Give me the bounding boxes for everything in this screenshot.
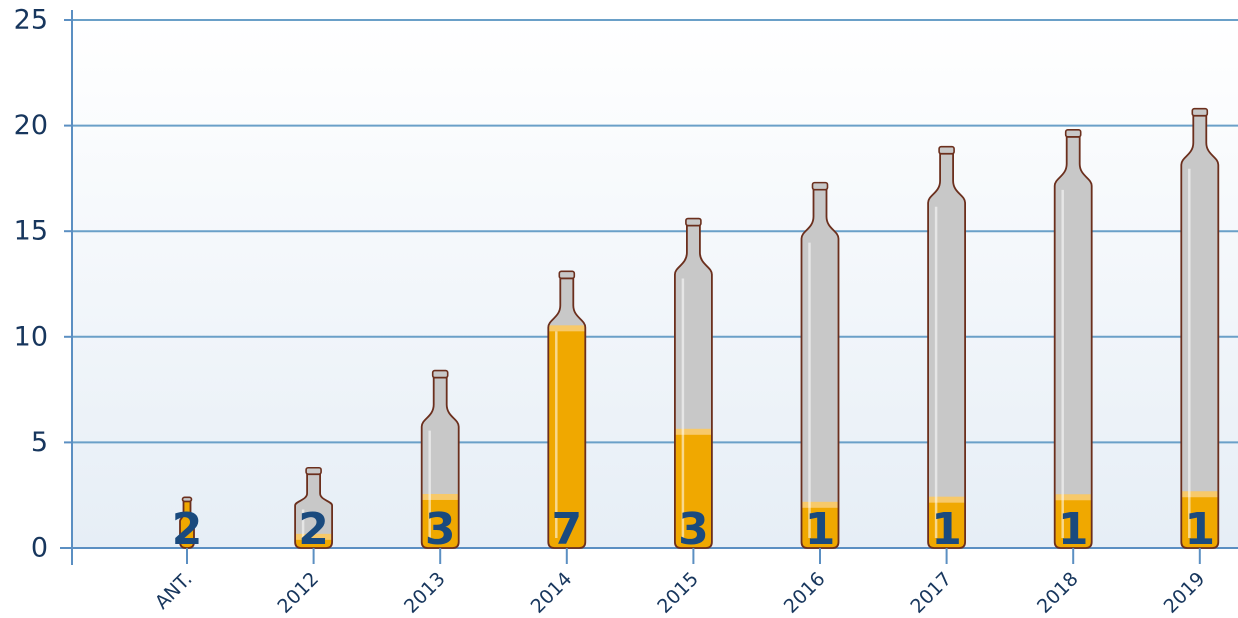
beer-foam [1054, 494, 1092, 501]
beer-fill [801, 503, 839, 548]
beer-fill [421, 495, 459, 548]
bottle-outline [1053, 135, 1093, 549]
y-tick-label: 15 [14, 216, 48, 247]
bottle-cap [811, 181, 829, 191]
beer-fill [1054, 496, 1092, 548]
data-label: 3 [678, 504, 709, 555]
bottle-outline [547, 277, 587, 549]
beer-foam [1181, 491, 1219, 498]
bottle-bar-2013: 3 [420, 369, 460, 555]
bottle-bars: 2 2 3 7 3 1 1 1 1 [172, 107, 1220, 555]
bottle-bar-2012: 2 [294, 466, 333, 555]
y-axis-ticks: 0 5 10 15 20 25 [14, 5, 72, 564]
data-label: 1 [1184, 504, 1215, 555]
bottle-bar-2019: 1 [1180, 107, 1220, 555]
beer-foam [295, 533, 333, 540]
beer-fill [928, 498, 966, 548]
x-tick-label: 2016 [780, 568, 830, 618]
beer-foam [674, 428, 712, 435]
data-label: 7 [551, 504, 582, 555]
plot-background [72, 20, 1238, 548]
bottle-cap [305, 466, 322, 475]
bottle-outline [294, 473, 333, 549]
bottle-cap [181, 496, 193, 503]
bottle-body [801, 189, 839, 548]
data-label: 3 [425, 504, 456, 555]
bottle-outline [420, 376, 460, 549]
y-tick-label: 10 [14, 321, 48, 352]
bottle-outline [927, 152, 966, 549]
x-tick-label: 2019 [1160, 568, 1210, 618]
data-label: 1 [931, 504, 962, 555]
y-tick-label: 5 [31, 427, 48, 458]
y-tick-label: 20 [14, 110, 48, 141]
bottle-cap [431, 369, 449, 379]
bottle-bar-ANT.: 2 [172, 496, 203, 555]
bottle-cap [685, 217, 702, 227]
bottle-body [1181, 115, 1219, 548]
bottle-cap [938, 145, 955, 155]
beer-fill [548, 327, 586, 548]
bottle-outline [800, 188, 840, 549]
beer-foam [421, 493, 459, 500]
x-axis-ticks: ANT. 2012 2013 2014 2015 2016 2017 2018 2019 [151, 548, 1209, 618]
bottle-cap [1191, 107, 1209, 117]
bottle-outline [674, 224, 713, 549]
axes [60, 10, 1238, 565]
bottle-bar-2018: 1 [1053, 129, 1093, 555]
x-tick-label: 2012 [273, 568, 323, 618]
bottle-body [1054, 136, 1092, 548]
beer-foam [928, 496, 966, 503]
bottle-cap [558, 270, 576, 280]
bottle-body [928, 153, 966, 548]
bottle-cap [1064, 129, 1082, 138]
bottle-bar-2016: 1 [800, 181, 840, 555]
x-tick-label: 2017 [906, 568, 956, 618]
y-tick-label: 25 [14, 5, 48, 36]
data-label: 2 [298, 504, 329, 555]
x-tick-label: 2014 [527, 568, 577, 618]
bottle-bar-2017: 1 [927, 145, 966, 555]
data-label: 1 [805, 504, 836, 555]
data-label: 1 [1058, 504, 1089, 555]
data-label: 2 [172, 504, 203, 555]
x-tick-label: 2018 [1033, 568, 1083, 618]
x-tick-label: 2015 [653, 568, 703, 618]
beer-fill [674, 430, 712, 548]
x-tick-label: ANT. [151, 568, 197, 614]
gridlines [72, 19, 1238, 444]
y-tick-label: 0 [31, 533, 48, 564]
beer-foam [548, 325, 586, 332]
bottle-bar-2014: 7 [547, 270, 587, 555]
x-tick-label: 2013 [400, 568, 450, 618]
beer-fill [1181, 493, 1219, 548]
bottle-outline [1180, 114, 1220, 549]
beer-foam [801, 501, 839, 508]
bottle-bar-2015: 3 [674, 217, 713, 555]
